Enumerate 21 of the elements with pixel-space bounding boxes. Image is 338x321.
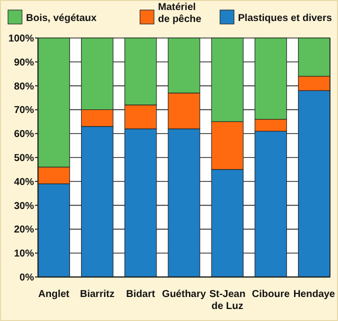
x-tick-label: Ciboure xyxy=(252,289,290,300)
legend-label: Plastiques et divers xyxy=(238,13,332,24)
y-tick-label: 80% xyxy=(14,81,34,92)
y-tick-label: 40% xyxy=(14,176,34,188)
legend-label: Bois, végétaux xyxy=(26,13,98,24)
x-tick-label: Hendaye xyxy=(293,289,336,300)
x-tick-label: Bidart xyxy=(126,289,156,300)
legend-label: Matériel de pêche xyxy=(158,2,202,25)
y-tick-label: 20% xyxy=(14,224,34,236)
x-tick-label: Anglet xyxy=(38,289,70,300)
x-tick-label: Biarritz xyxy=(80,289,114,300)
y-tick-label: 60% xyxy=(14,129,34,140)
y-tick-label: 50% xyxy=(14,153,34,164)
x-tick-label: St-Jean de Luz xyxy=(209,289,246,312)
y-tick-label: 0% xyxy=(20,272,34,284)
y-tick-label: 100% xyxy=(8,34,34,44)
y-tick-label: 10% xyxy=(14,248,34,260)
y-tick-label: 90% xyxy=(14,57,34,68)
y-tick-label: 70% xyxy=(14,105,34,116)
x-tick-label: Guéthary xyxy=(162,289,206,300)
y-tick-label: 30% xyxy=(14,200,34,212)
